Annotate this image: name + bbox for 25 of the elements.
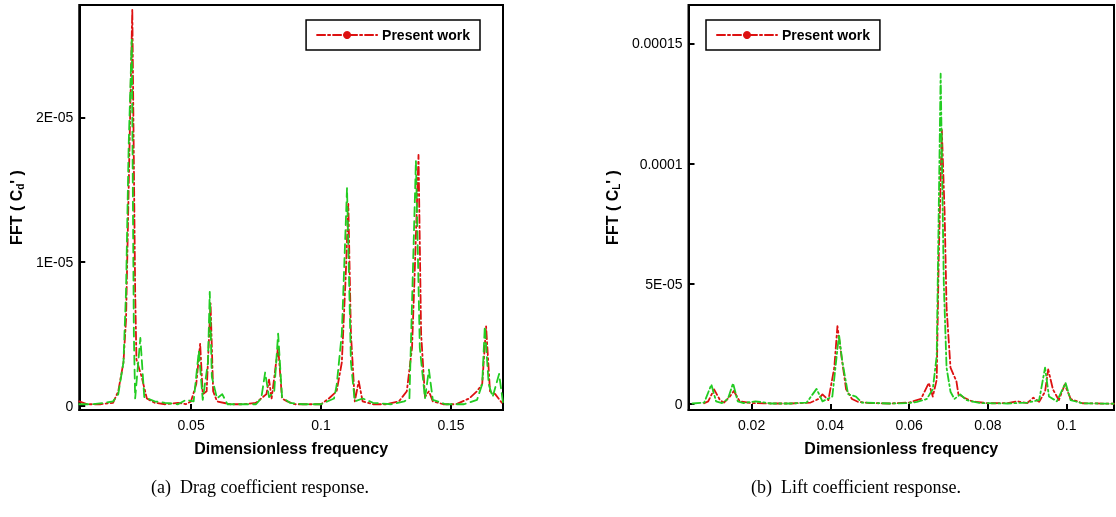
line-series — [691, 72, 1115, 405]
y-tick-label: 0.00015 — [631, 35, 683, 52]
line-series — [703, 129, 1115, 405]
legend-label: Present work — [782, 27, 871, 43]
x-tick-label: 0.15 — [437, 417, 465, 433]
text: (a) Drag coefficient response. — [150, 477, 370, 498]
y-axis-title: FFT ( Cd' ) — [7, 170, 26, 245]
x-tick-label: 0.04 — [816, 417, 845, 433]
x-tick-label: 0.06 — [895, 417, 923, 433]
y-axis-title: FFT ( CL' ) — [603, 170, 622, 245]
x-tick-label: 0.1 — [1056, 417, 1077, 433]
y-tick-label: 0 — [674, 395, 683, 412]
y-tick-label: 0.0001 — [639, 155, 683, 172]
y-tick-label: 1E-05 — [35, 253, 74, 270]
y-tick-label: 2E-05 — [35, 109, 74, 126]
x-tick-label: 0.02 — [737, 417, 766, 433]
y-tick-label: 5E-05 — [645, 275, 683, 292]
x-axis-title: Dimensionless frequency — [804, 439, 999, 457]
y-tick-label: 0 — [65, 397, 74, 414]
text: (b) Lift coefficient response. — [750, 477, 962, 498]
x-tick-label: 0.08 — [974, 417, 1002, 433]
x-tick-label: 0.1 — [311, 417, 331, 433]
x-axis-title: Dimensionless frequency — [194, 439, 389, 457]
legend-label: Present work — [382, 27, 471, 43]
x-tick-label: 0.05 — [177, 417, 205, 433]
